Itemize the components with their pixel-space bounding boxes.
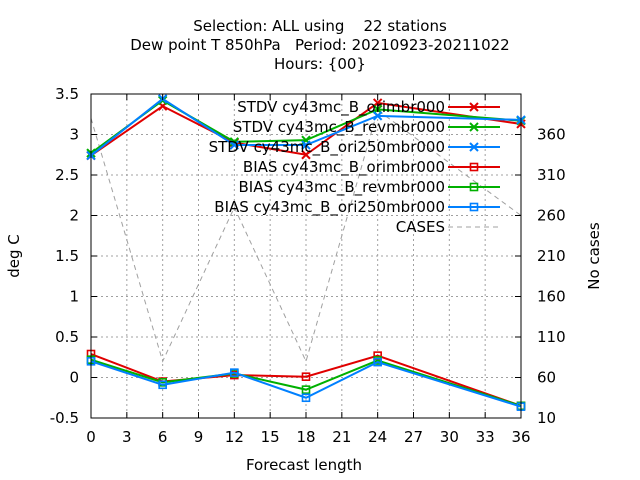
x-tick-label: 21 xyxy=(332,428,351,446)
marker-stroke xyxy=(229,140,240,150)
series-line xyxy=(90,358,522,407)
x-tick-label: 36 xyxy=(511,428,530,446)
data-point xyxy=(301,393,311,403)
series-line xyxy=(90,109,522,363)
x-tick-label: 6 xyxy=(158,428,168,446)
data-point xyxy=(301,385,311,394)
y2-tick-label: 60 xyxy=(537,369,556,387)
series-line xyxy=(90,353,522,407)
y2-tick-label: 210 xyxy=(537,247,566,265)
y2-tick-label: 260 xyxy=(537,207,566,225)
marker-stroke xyxy=(469,122,479,132)
legend-entry-marker xyxy=(469,182,479,192)
legend-entry-label: BIAS cy43mc_B_ori250mbr000 xyxy=(214,198,445,217)
legend-entry-marker xyxy=(469,122,479,132)
data-point xyxy=(301,372,311,381)
chart-title-line-1: Selection: ALL using 22 stations xyxy=(193,17,447,35)
y2-tick-label: 160 xyxy=(537,288,566,306)
y2-tick-label: 10 xyxy=(537,409,556,427)
y-tick-label: 2 xyxy=(69,207,79,225)
y-tick-label: 3.5 xyxy=(55,85,79,103)
marker-stroke xyxy=(372,111,383,121)
data-point xyxy=(372,111,383,121)
data-point xyxy=(373,357,382,367)
x-tick-label: 3 xyxy=(122,428,132,446)
y-axis-label: deg C xyxy=(5,234,23,278)
marker-stroke xyxy=(157,95,168,106)
y2-tick-label: 310 xyxy=(537,166,566,184)
chart-title-line-2: Dew point T 850hPa Period: 20210923-2021… xyxy=(130,36,510,54)
data-point xyxy=(230,368,239,377)
y-tick-label: 2.5 xyxy=(55,166,79,184)
marker-stroke xyxy=(469,102,479,112)
data-layer xyxy=(86,94,526,411)
x-tick-label: 33 xyxy=(476,428,495,446)
data-point xyxy=(301,150,311,160)
legend-entry-label: STDV cy43mc_B_ori250mbr000 xyxy=(209,138,445,157)
legend-entry-label: STDV cy43mc_B_revmbr000 xyxy=(233,118,445,137)
y2-axis-label: No cases xyxy=(585,222,603,290)
x-tick-label: 30 xyxy=(440,428,459,446)
marker-stroke xyxy=(469,142,479,152)
y2-tick-label: 110 xyxy=(537,328,566,346)
y-tick-label: 0.5 xyxy=(55,328,79,346)
data-point xyxy=(301,140,311,150)
y-tick-label: 1 xyxy=(69,288,79,306)
series-line xyxy=(90,97,522,157)
y-tick-label: 1.5 xyxy=(55,247,79,265)
x-tick-label: 18 xyxy=(296,428,315,446)
y-tick-label: 3 xyxy=(69,126,79,144)
x-tick-label: 15 xyxy=(261,428,280,446)
y-tick-label: -0.5 xyxy=(50,409,79,427)
x-tick-label: 9 xyxy=(194,428,204,446)
x-axis-label: Forecast length xyxy=(246,456,362,474)
legend-entry-marker xyxy=(469,142,479,152)
series-line xyxy=(90,360,522,408)
legend-entry-label: STDV cy43mc_B_orimbr000 xyxy=(237,98,445,117)
data-point xyxy=(157,95,168,106)
x-tick-label: 12 xyxy=(225,428,244,446)
grid-layer xyxy=(91,94,521,418)
x-tick-label: 0 xyxy=(86,428,96,446)
marker-stroke xyxy=(301,140,311,150)
data-point xyxy=(158,380,167,390)
chart-title-line-3: Hours: {00} xyxy=(274,55,366,73)
y-tick-label: 0 xyxy=(69,369,79,387)
series-line xyxy=(90,101,522,157)
legend-entry-label: CASES xyxy=(396,218,445,236)
data-point xyxy=(229,140,240,150)
legend-entry-marker xyxy=(469,102,479,112)
x-tick-label: 27 xyxy=(404,428,423,446)
legend-entry-label: BIAS cy43mc_B_orimbr000 xyxy=(243,158,445,177)
legend-entry-marker xyxy=(469,162,479,172)
y2-tick-label: 360 xyxy=(537,126,566,144)
tick-layer: 0 3 6 9 12 15 18 21 24 27 30 33 36-0.500.511.522.533… xyxy=(50,85,566,446)
marker-stroke xyxy=(301,150,311,160)
legend-entry-marker xyxy=(469,202,479,212)
legend-entry-label: BIAS cy43mc_B_revmbr000 xyxy=(239,178,446,197)
x-tick-label: 24 xyxy=(368,428,387,446)
